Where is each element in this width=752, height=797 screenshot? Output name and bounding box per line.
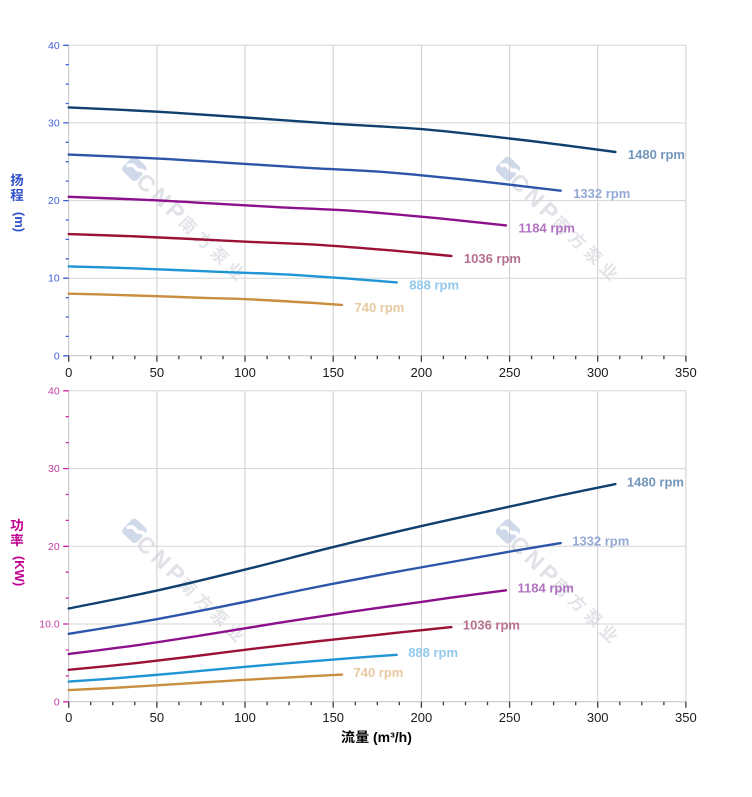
svg-text:1332 rpm: 1332 rpm bbox=[573, 186, 630, 201]
svg-text:(KW): (KW) bbox=[12, 556, 27, 586]
svg-text:50: 50 bbox=[150, 710, 164, 725]
svg-text:20: 20 bbox=[48, 541, 60, 553]
svg-text:300: 300 bbox=[587, 365, 609, 380]
svg-text:50: 50 bbox=[150, 365, 164, 380]
svg-text:(m): (m) bbox=[12, 212, 27, 232]
svg-text:200: 200 bbox=[411, 710, 433, 725]
svg-text:10: 10 bbox=[48, 273, 60, 285]
svg-text:100: 100 bbox=[234, 365, 256, 380]
svg-text:740 rpm: 740 rpm bbox=[354, 665, 404, 680]
svg-text:888 rpm: 888 rpm bbox=[408, 645, 458, 660]
svg-text:1480 rpm: 1480 rpm bbox=[627, 475, 684, 490]
svg-text:CNP: CNP bbox=[505, 168, 567, 229]
svg-text:740 rpm: 740 rpm bbox=[355, 300, 405, 315]
svg-text:(m³/h): (m³/h) bbox=[373, 729, 412, 745]
svg-text:1184 rpm: 1184 rpm bbox=[519, 221, 575, 236]
svg-text:1036 rpm: 1036 rpm bbox=[464, 251, 521, 266]
svg-text:40: 40 bbox=[48, 40, 60, 52]
svg-text:200: 200 bbox=[411, 365, 433, 380]
svg-text:150: 150 bbox=[322, 365, 344, 380]
svg-text:1480 rpm: 1480 rpm bbox=[628, 147, 685, 162]
svg-text:10.0: 10.0 bbox=[39, 619, 60, 631]
svg-text:250: 250 bbox=[499, 710, 521, 725]
svg-text:300: 300 bbox=[587, 710, 609, 725]
svg-text:1184 rpm: 1184 rpm bbox=[518, 581, 574, 596]
svg-text:40: 40 bbox=[48, 385, 60, 397]
svg-text:30: 30 bbox=[48, 463, 60, 475]
svg-text:100: 100 bbox=[234, 710, 256, 725]
svg-text:350: 350 bbox=[675, 710, 697, 725]
svg-text:1036 rpm: 1036 rpm bbox=[463, 618, 520, 633]
svg-text:350: 350 bbox=[675, 365, 697, 380]
svg-text:888 rpm: 888 rpm bbox=[409, 278, 459, 293]
svg-text:0: 0 bbox=[54, 350, 60, 362]
svg-text:0: 0 bbox=[65, 710, 72, 725]
svg-text:150: 150 bbox=[322, 710, 344, 725]
svg-text:CNP: CNP bbox=[131, 530, 193, 591]
svg-text:0: 0 bbox=[54, 696, 60, 708]
svg-text:0: 0 bbox=[65, 365, 72, 380]
svg-text:250: 250 bbox=[499, 365, 521, 380]
svg-text:20: 20 bbox=[48, 195, 60, 207]
svg-text:1332 rpm: 1332 rpm bbox=[572, 534, 629, 549]
svg-text:30: 30 bbox=[48, 117, 60, 129]
svg-text:CNP: CNP bbox=[131, 168, 193, 229]
